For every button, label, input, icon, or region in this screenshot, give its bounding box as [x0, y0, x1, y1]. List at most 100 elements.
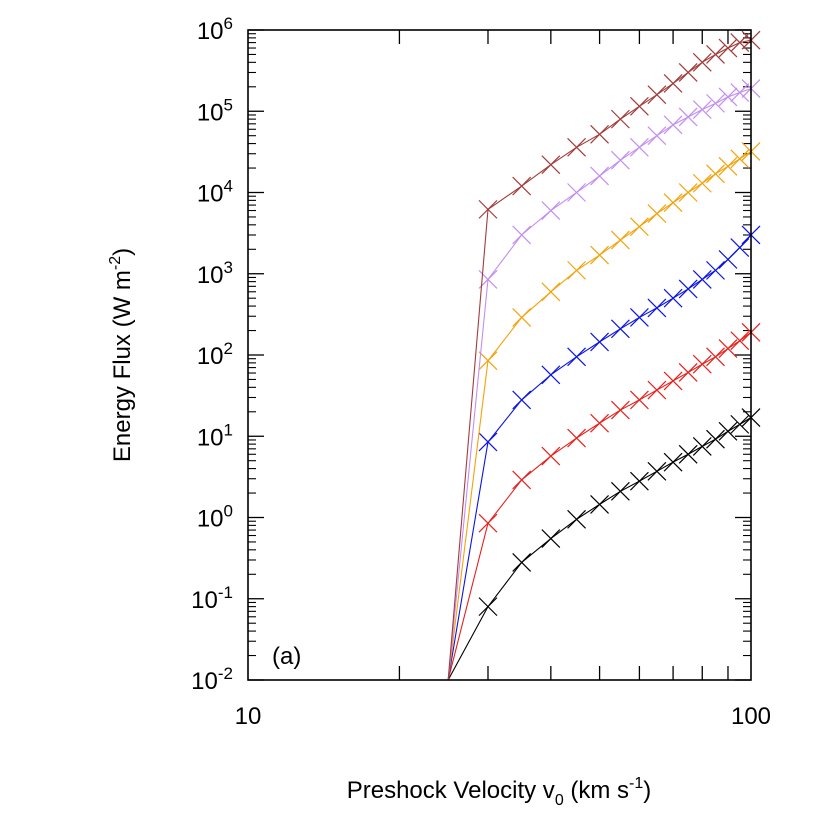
- data-point-marker: [718, 87, 738, 107]
- data-point-marker: [541, 155, 561, 175]
- data-point-marker: [541, 282, 561, 302]
- data-point-marker: [692, 173, 712, 193]
- data-point-marker: [692, 100, 712, 119]
- series-3: [447, 225, 761, 681]
- data-point-marker: [567, 183, 586, 202]
- data-point-marker: [567, 428, 586, 448]
- data-point-marker: [478, 199, 498, 219]
- data-point-marker: [647, 298, 667, 318]
- data-point-marker: [590, 494, 610, 514]
- data-point-marker: [678, 183, 698, 202]
- data-point-marker: [692, 52, 712, 72]
- data-point-marker: [590, 245, 610, 265]
- data-point-marker: [706, 260, 725, 280]
- data-point-marker: [718, 38, 738, 58]
- data-point-marker: [718, 339, 738, 358]
- data-point-marker: [629, 217, 649, 237]
- data-point-marker: [512, 308, 532, 327]
- data-point-marker: [590, 332, 610, 352]
- series-line: [447, 331, 752, 681]
- data-point-marker: [647, 204, 667, 224]
- data-point-marker: [541, 365, 561, 385]
- series-line: [447, 150, 752, 681]
- x-axis-label-subscript: 0: [555, 792, 564, 809]
- series-line: [447, 417, 752, 681]
- y-axis-label: Energy Flux (W m-2): [107, 248, 136, 462]
- data-point-marker: [610, 481, 630, 501]
- data-point-marker: [730, 331, 750, 351]
- y-axis-label-main: Energy Flux (W m: [109, 270, 136, 462]
- y-tick-label: 105: [197, 95, 233, 126]
- data-point-marker: [678, 279, 698, 299]
- data-point-marker: [629, 471, 649, 491]
- data-point-marker: [610, 230, 630, 250]
- data-point-marker: [610, 319, 630, 339]
- data-point-marker: [541, 529, 561, 549]
- data-point-marker: [718, 156, 738, 176]
- data-point-marker: [692, 270, 712, 289]
- data-point-marker: [610, 150, 630, 170]
- data-point-marker: [730, 33, 750, 53]
- y-tick-label: 104: [197, 177, 233, 208]
- data-point-marker: [541, 201, 561, 220]
- data-point-marker: [629, 308, 649, 327]
- series-line: [447, 234, 752, 681]
- series-1: [447, 408, 761, 681]
- data-point-marker: [706, 45, 725, 64]
- data-point-marker: [663, 115, 683, 135]
- data-point-marker: [610, 400, 630, 420]
- series-layer: [447, 30, 761, 681]
- y-tick-label: 10-1: [191, 583, 233, 614]
- series-2: [447, 322, 761, 681]
- data-point-marker: [629, 96, 649, 116]
- data-point-marker: [512, 390, 532, 410]
- data-point-marker: [663, 452, 683, 472]
- tick-labels: 10 100 10-2 10-1 100 101 102 103 104 105 106: [191, 14, 771, 730]
- data-point-marker: [590, 124, 610, 144]
- series-6: [447, 30, 761, 681]
- series-4: [447, 142, 761, 681]
- data-point-marker: [590, 166, 610, 186]
- series-line: [447, 39, 752, 681]
- y-tick-label: 10-2: [191, 664, 233, 695]
- y-tick-label: 106: [197, 14, 233, 45]
- axis-ticks: [248, 29, 751, 681]
- data-point-marker: [512, 225, 532, 245]
- data-point-marker: [678, 107, 698, 127]
- y-tick-label: 103: [197, 258, 233, 289]
- data-point-marker: [478, 597, 498, 617]
- y-tick-label: 100: [197, 502, 233, 533]
- x-axis-label-unit: (km s: [564, 777, 629, 804]
- plot-frame: [247, 29, 752, 681]
- x-axis-label: Preshock Velocity v0 (km s-1): [347, 775, 652, 809]
- data-point-marker: [647, 380, 667, 400]
- data-point-marker: [678, 444, 698, 464]
- data-point-marker: [629, 137, 649, 157]
- data-point-marker: [692, 354, 712, 374]
- data-point-marker: [730, 149, 750, 169]
- x-tick-label: 10: [235, 703, 262, 730]
- data-point-marker: [730, 238, 750, 257]
- data-point-marker: [678, 63, 698, 82]
- data-point-marker: [629, 390, 649, 410]
- data-point-marker: [541, 446, 561, 466]
- series-5: [447, 79, 761, 681]
- data-point-marker: [678, 363, 698, 382]
- data-point-marker: [647, 461, 667, 481]
- data-point-marker: [730, 414, 750, 434]
- data-point-marker: [567, 347, 586, 367]
- y-axis-label-superscript: -2: [107, 256, 124, 270]
- data-point-marker: [478, 513, 498, 533]
- data-point-marker: [647, 85, 667, 105]
- data-point-marker: [692, 436, 712, 456]
- y-axis-label-post: ): [109, 248, 136, 256]
- data-point-marker: [663, 288, 683, 308]
- data-point-marker: [478, 432, 498, 452]
- data-point-marker: [706, 429, 725, 449]
- y-tick-label: 102: [197, 339, 233, 370]
- data-point-marker: [610, 109, 630, 129]
- series-line: [447, 88, 752, 681]
- data-point-marker: [663, 371, 683, 391]
- x-axis-label-close: ): [643, 777, 651, 804]
